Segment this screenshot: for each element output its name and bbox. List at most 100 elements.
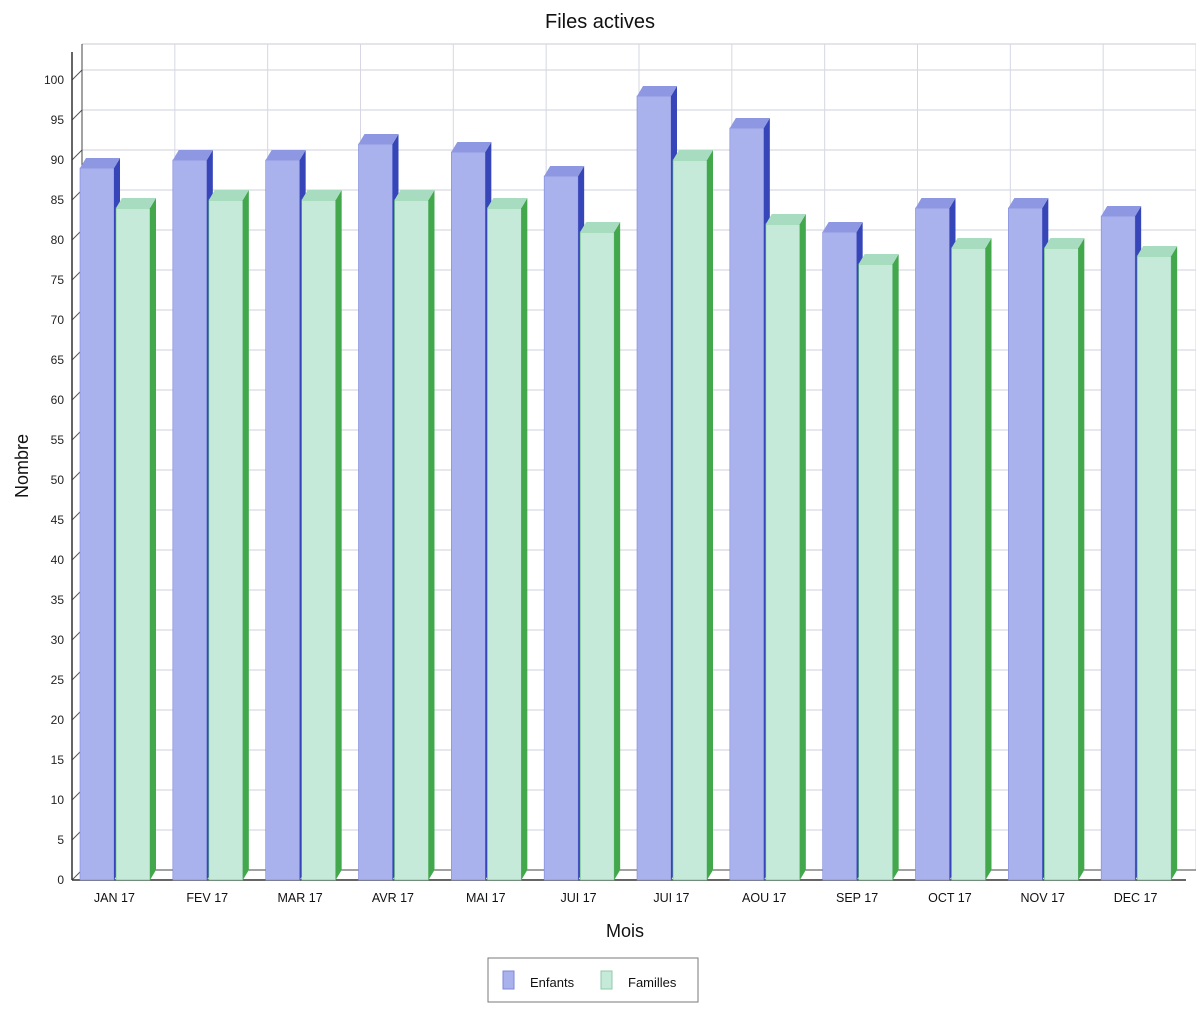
- x-axis-label: Mois: [606, 921, 644, 941]
- y-tick-label-50: 50: [51, 473, 65, 487]
- bar-familles-2: [301, 190, 342, 881]
- y-tick-label-15: 15: [51, 753, 65, 767]
- bar-front-enfants-5: [543, 175, 579, 881]
- bar-side-familles-11: [1171, 246, 1178, 880]
- bar-enfants-2: [265, 150, 306, 881]
- bar-familles-6: [672, 150, 713, 881]
- bar-familles-4: [487, 198, 528, 881]
- bar-top-familles-3: [394, 190, 435, 200]
- bar-front-familles-8: [858, 263, 893, 881]
- y-tick-100: [71, 69, 83, 81]
- legend-label-enfants: Enfants: [530, 975, 575, 990]
- bar-side-familles-1: [242, 190, 249, 880]
- y-tick-label-95: 95: [51, 113, 65, 127]
- bar-top-familles-2: [301, 190, 342, 200]
- bar-top-familles-6: [673, 150, 713, 160]
- bar-top-enfants-0: [80, 158, 120, 168]
- bar-front-enfants-0: [79, 167, 115, 881]
- bar-top-familles-9: [951, 238, 992, 248]
- bar-enfants-7: [729, 118, 770, 881]
- x-tick-label-10: NOV 17: [1021, 891, 1066, 905]
- bar-front-familles-1: [208, 199, 244, 881]
- y-tick-label-85: 85: [51, 193, 65, 207]
- bar-side-familles-5: [614, 222, 621, 880]
- y-tick-label-80: 80: [51, 233, 65, 247]
- bar-enfants-6: [636, 86, 677, 881]
- bar-familles-10: [1044, 238, 1085, 881]
- bar-top-familles-8: [858, 254, 899, 264]
- bar-top-enfants-3: [358, 134, 399, 144]
- bar-top-enfants-7: [729, 118, 770, 128]
- y-tick-95: [71, 109, 83, 121]
- x-tick-label-6: JUI 17: [653, 891, 689, 905]
- bar-front-familles-6: [672, 159, 708, 881]
- bar-side-familles-3: [428, 190, 435, 880]
- bar-enfants-11: [1100, 206, 1142, 881]
- y-tick-label-25: 25: [51, 673, 65, 687]
- bar-front-enfants-3: [358, 143, 393, 881]
- bar-front-enfants-4: [451, 151, 486, 881]
- bar-side-familles-10: [1078, 238, 1085, 880]
- y-tick-label-100: 100: [44, 73, 64, 87]
- bar-familles-9: [951, 238, 992, 881]
- bar-front-enfants-10: [1008, 207, 1043, 881]
- bar-familles-5: [579, 222, 621, 881]
- x-tick-label-5: JUI 17: [561, 891, 597, 905]
- x-tick-label-0: JAN 17: [94, 891, 135, 905]
- bar-front-familles-9: [951, 247, 986, 881]
- bar-front-familles-2: [301, 199, 336, 881]
- bar-familles-3: [394, 190, 435, 881]
- bar-front-familles-4: [487, 207, 522, 881]
- bar-front-enfants-1: [172, 159, 208, 881]
- bar-familles-0: [115, 198, 156, 881]
- y-tick-label-30: 30: [51, 633, 65, 647]
- legend-box: [487, 957, 699, 1003]
- y-tick-label-40: 40: [51, 553, 65, 567]
- bar-front-familles-10: [1044, 247, 1079, 881]
- bar-top-enfants-5: [544, 166, 585, 176]
- bar-top-enfants-2: [265, 150, 306, 160]
- y-tick-label-70: 70: [51, 313, 65, 327]
- bar-top-familles-1: [208, 190, 249, 200]
- x-tick-label-7: AOU 17: [742, 891, 787, 905]
- bar-familles-7: [765, 214, 806, 881]
- y-tick-label-20: 20: [51, 713, 65, 727]
- bar-enfants-9: [915, 198, 956, 881]
- x-tick-label-3: AVR 17: [372, 891, 414, 905]
- bar-top-enfants-1: [172, 150, 213, 160]
- y-tick-label-35: 35: [51, 593, 65, 607]
- y-tick-label-45: 45: [51, 513, 65, 527]
- y-tick-label-55: 55: [51, 433, 65, 447]
- x-tick-label-11: DEC 17: [1114, 891, 1158, 905]
- bar-side-familles-6: [707, 150, 713, 880]
- bar-enfants-1: [172, 150, 213, 881]
- bar-top-familles-11: [1137, 246, 1178, 256]
- legend: Enfants Familles: [487, 957, 699, 1003]
- bar-side-familles-4: [521, 198, 528, 880]
- tick-labels: 0 5 10 15 20 25 30 35 40 45 50 55 60 65 70 75 80 85 90 95 10…: [44, 73, 1158, 905]
- y-tick-label-75: 75: [51, 273, 65, 287]
- bar-side-familles-0: [150, 198, 156, 880]
- bar-front-enfants-8: [822, 231, 857, 881]
- bar-front-enfants-6: [636, 95, 672, 881]
- bar-top-familles-0: [116, 198, 156, 208]
- bar-enfants-3: [358, 134, 399, 881]
- bar-front-familles-3: [394, 199, 429, 881]
- bar-top-enfants-8: [822, 222, 863, 232]
- bar-front-familles-0: [115, 207, 151, 881]
- legend-swatch-enfants: [502, 970, 515, 990]
- legend-label-familles: Familles: [628, 975, 677, 990]
- y-tick-label-5: 5: [57, 833, 64, 847]
- bar-side-familles-9: [985, 238, 992, 880]
- y-tick-label-0: 0: [57, 873, 64, 887]
- bar-enfants-4: [451, 142, 492, 881]
- x-tick-label-9: OCT 17: [928, 891, 972, 905]
- y-tick-label-65: 65: [51, 353, 65, 367]
- bar-front-enfants-2: [265, 159, 300, 881]
- x-tick-label-4: MAI 17: [466, 891, 506, 905]
- bar-top-enfants-9: [915, 198, 956, 208]
- y-tick-90: [71, 149, 83, 161]
- bar-side-familles-8: [892, 254, 899, 880]
- bar-enfants-8: [822, 222, 863, 881]
